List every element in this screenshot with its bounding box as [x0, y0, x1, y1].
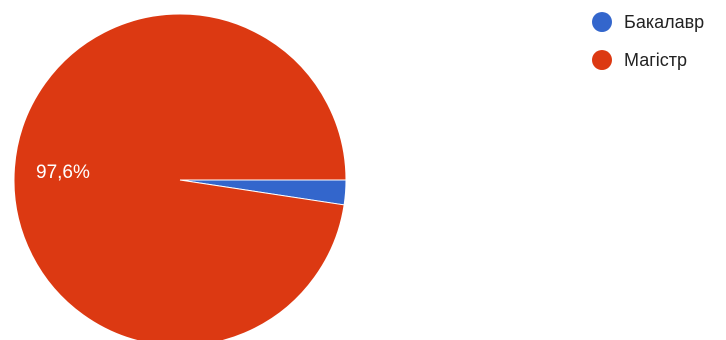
legend-label-1: Бакалавр [624, 12, 704, 32]
legend-item-1[interactable]: Бакалавр [592, 12, 704, 32]
pie-slices [13, 13, 347, 340]
legend-marker-1 [592, 12, 612, 32]
slice-labels: 97,6% [36, 162, 90, 183]
legend-label-2: Магістр [624, 50, 687, 70]
pie-slice-2[interactable] [13, 13, 347, 340]
legend-item-2[interactable]: Магістр [592, 50, 687, 70]
legend-marker-2 [592, 50, 612, 70]
slice-data-label-2: 97,6% [36, 162, 90, 183]
legend: Бакалавр Магістр [592, 12, 704, 70]
